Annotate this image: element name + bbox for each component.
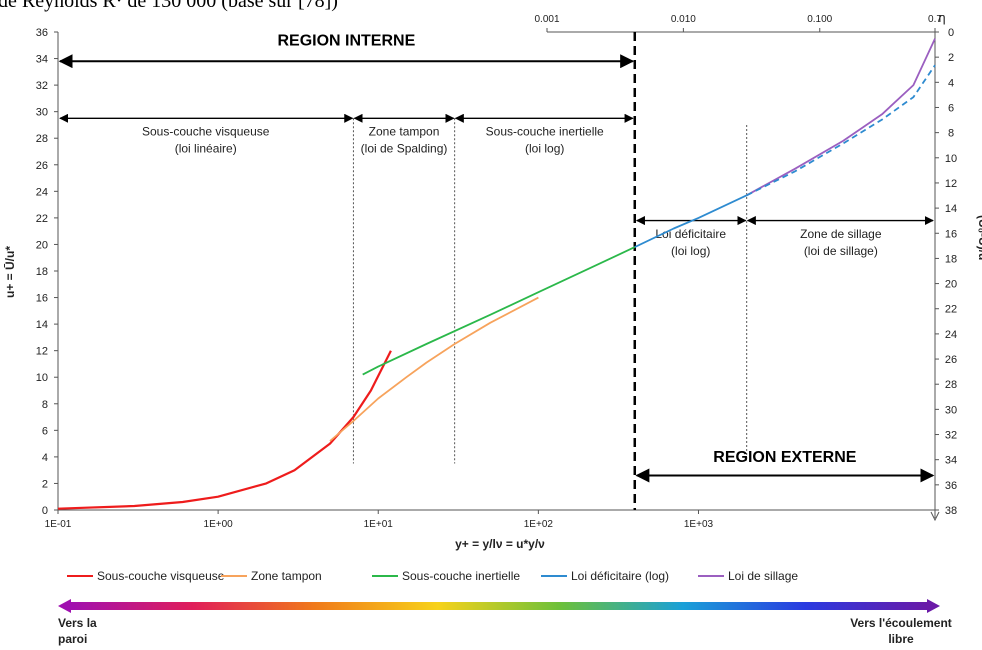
top-axis-tick-label: 0.7 [928,14,942,25]
right-axis-tick-label: 8 [948,128,954,140]
y-tick-label: 26 [36,160,48,172]
direction-gradient-bar [58,599,940,613]
series-sous-couche-inertielle [362,246,636,376]
right-axis-tick-label: 36 [945,480,957,492]
top-axis-label: η [938,10,945,25]
zone-label-line2: (loi log) [525,142,564,156]
y-tick-label: 0 [42,505,48,517]
x-tick-label: 1E-01 [45,519,72,530]
y-tick-label: 10 [36,372,48,384]
series-zone-tampon [329,296,539,442]
y-tick-label: 8 [42,399,48,411]
y-tick-label: 28 [36,133,48,145]
legend-label: Zone tampon [251,569,322,583]
right-axis-tick-label: 38 [945,505,957,517]
y-tick-label: 2 [42,478,48,490]
right-axis-tick-label: 32 [945,430,957,442]
y-tick-label: 30 [36,107,48,119]
zone-label-line1: Sous-couche visqueuse [142,125,270,139]
y-tick-label: 20 [36,239,48,251]
right-axis-tick-label: 28 [945,379,957,391]
right-axis-tick-label: 20 [945,279,957,291]
direction-wall-label: Vers la paroi [58,615,97,647]
zone-label-line1: Sous-couche inertielle [486,125,604,139]
y-tick-label: 34 [36,54,48,66]
figure-caption: de Reynolds R· de 130 000 (base sur [78]… [0,0,338,12]
y-tick-label: 22 [36,213,48,225]
gradient-band [70,602,928,610]
zone-label-line2: (loi log) [671,244,710,258]
zone-label-line2: (loi de sillage) [804,244,878,258]
zone-label-line1: Zone de sillage [800,227,882,241]
right-axis-tick-label: 26 [945,354,957,366]
arrow-right-icon [927,599,940,613]
top-axis-tick-label: 0.100 [807,14,832,25]
right-axis-tick-label: 34 [945,455,957,467]
series-loi-de-sillage [746,38,936,197]
y-tick-label: 4 [42,452,48,464]
direction-wall-line1: Vers la [58,616,97,630]
y-tick-label: 36 [36,27,48,39]
series-sous-couche-visqueuse [57,350,392,510]
direction-freestream-label: Vers l'écoulement libre [836,615,966,647]
y-tick-label: 32 [36,80,48,92]
y-tick-label: 16 [36,293,48,305]
series-loi-deficitaire-extension [746,64,936,197]
x-tick-label: 1E+00 [204,519,234,530]
zone-label-line2: (loi de Spalding) [361,142,448,156]
direction-freestream-line1: Vers l'écoulement [850,616,952,630]
right-axis-tick-label: 16 [945,228,957,240]
y-tick-label: 12 [36,346,48,358]
right-axis-tick-label: 18 [945,253,957,265]
right-axis-tick-label: 22 [945,304,957,316]
right-axis-tick-label: 12 [945,178,957,190]
top-axis-tick-label: 0.001 [534,14,559,25]
series-loi-deficitaire [634,194,748,248]
arrow-left-icon [58,599,71,613]
right-axis-arrow-icon [930,511,940,522]
region-externe-label: REGION EXTERNE [713,449,856,466]
right-axis-tick-label: 14 [945,203,957,215]
legend-label: Loi de sillage [728,569,798,583]
y-tick-label: 14 [36,319,48,331]
right-axis-tick-label: 30 [945,404,957,416]
zone-label-line1: Loi déficitaire [655,227,726,241]
right-axis-title: (U₀-Ū)/u* [976,215,982,265]
direction-wall-line2: paroi [58,632,88,646]
zone-label-line2: (loi linéaire) [175,142,237,156]
right-axis-tick-label: 0 [948,27,954,39]
y-tick-label: 18 [36,266,48,278]
x-tick-label: 1E+01 [364,519,394,530]
right-axis-tick-label: 24 [945,329,957,341]
legend-label: Sous-couche visqueuse [97,569,225,583]
right-axis-tick-label: 6 [948,102,954,114]
x-axis-title: y+ = y/lν = u*y/ν [455,537,545,551]
x-tick-label: 1E+03 [684,519,714,530]
right-axis-tick-label: 10 [945,153,957,165]
legend-label: Loi déficitaire (log) [571,569,669,583]
right-axis-tick-label: 2 [948,52,954,64]
direction-freestream-line2: libre [888,632,914,646]
y-axis-title: u+ = Ū/u* [3,246,17,298]
region-interne-label: REGION INTERNE [277,32,415,49]
y-tick-label: 24 [36,186,48,198]
x-tick-label: 1E+02 [524,519,554,530]
right-axis-tick-label: 4 [948,77,954,89]
top-axis-tick-label: 0.010 [671,14,696,25]
y-tick-label: 6 [42,425,48,437]
legend-label: Sous-couche inertielle [402,569,520,583]
zone-label-line1: Zone tampon [369,125,440,139]
